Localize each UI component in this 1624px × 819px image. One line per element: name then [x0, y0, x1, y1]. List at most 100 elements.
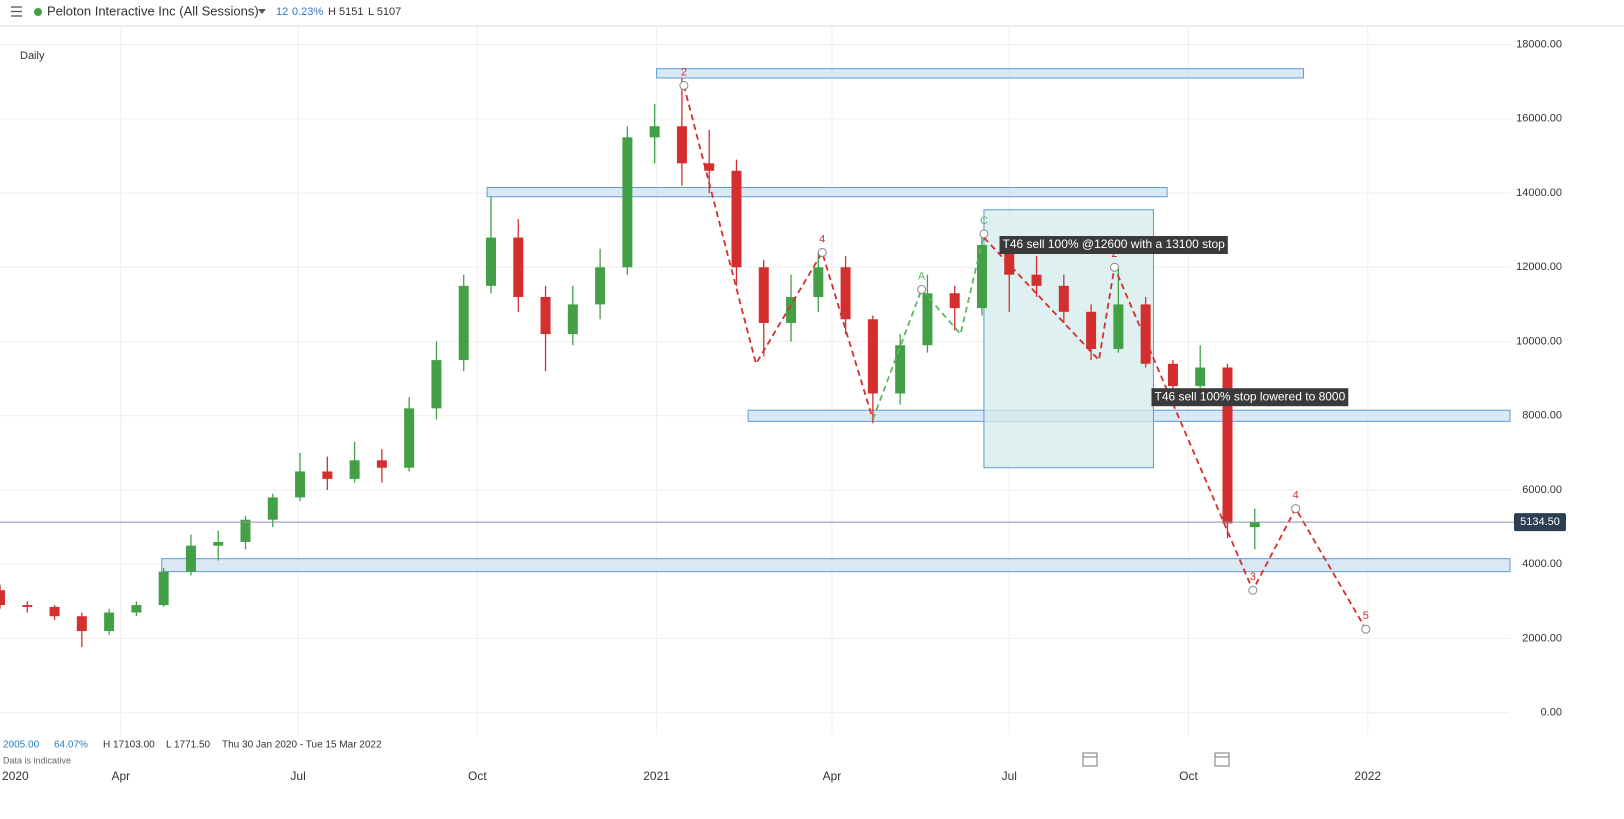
candle-body: [567, 304, 578, 335]
candle-body: [867, 319, 878, 394]
y-tick-label: 4000.00: [1522, 558, 1562, 570]
y-tick-label: 8000.00: [1522, 410, 1562, 422]
y-tick-label: 2000.00: [1522, 632, 1562, 644]
candle-body: [295, 471, 306, 498]
candle-body: [1167, 363, 1178, 387]
header-change-pct: 0.23%: [292, 6, 323, 18]
x-tick-label: Apr: [111, 769, 130, 783]
candle-body: [1222, 367, 1233, 524]
status-dot: [34, 8, 42, 16]
candle-body: [704, 163, 715, 171]
candle-body: [622, 137, 633, 268]
candle-body: [1058, 285, 1069, 312]
note-text: T46 sell 100% stop lowered to 8000: [1154, 389, 1345, 403]
candle-body: [922, 293, 933, 346]
candle-body: [240, 519, 251, 542]
header-high: H 5151: [328, 6, 363, 18]
candle-body: [976, 245, 987, 309]
candle-body: [1249, 522, 1260, 528]
wave-point: [1291, 504, 1301, 514]
wave-label: 5: [1363, 610, 1369, 622]
candle-body: [731, 170, 742, 268]
footer-high: H 17103.00: [103, 740, 155, 751]
wave-line: [683, 85, 874, 420]
y-tick-label: 0.00: [1541, 707, 1562, 719]
wave-point: [1361, 624, 1371, 634]
y-tick-label: 12000.00: [1516, 261, 1562, 273]
instrument-title[interactable]: Peloton Interactive Inc (All Sessions): [47, 3, 259, 18]
wave-label: 4: [819, 233, 825, 245]
candle-body: [1113, 304, 1124, 349]
candle-body: [22, 605, 33, 607]
x-tick-label: 2020: [2, 769, 29, 783]
candle-body: [76, 616, 87, 632]
price-zone: [161, 558, 1511, 573]
menu-icon[interactable]: [11, 6, 22, 17]
x-tick-label: 2021: [643, 769, 670, 783]
candle-body: [485, 237, 496, 286]
candle-body: [158, 571, 169, 606]
candle-body: [676, 126, 687, 164]
dropdown-caret[interactable]: [258, 9, 266, 14]
candle-body: [840, 267, 851, 320]
candle-body: [1004, 245, 1015, 275]
wave-point: [679, 80, 689, 90]
x-tick-label: Jul: [290, 769, 305, 783]
wave-point: [1109, 262, 1119, 272]
x-tick-label: Apr: [823, 769, 842, 783]
candle-body: [1031, 274, 1042, 286]
candle-body: [1140, 304, 1151, 364]
note-box: [1151, 388, 1349, 407]
footer-range: Thu 30 Jan 2020 - Tue 15 Mar 2022: [222, 740, 382, 751]
x-tick-label: Oct: [468, 769, 487, 783]
calendar-icon[interactable]: [1214, 752, 1230, 767]
candle-body: [131, 605, 142, 613]
candle-body: [540, 296, 551, 335]
wave-label: 2: [1111, 248, 1117, 260]
wave-label: 2: [681, 66, 687, 78]
candle-body: [185, 545, 196, 572]
candle-body: [649, 126, 660, 138]
y-tick-label: 16000.00: [1516, 113, 1562, 125]
candle-body: [213, 541, 224, 546]
wave-point: [979, 229, 989, 239]
footer-low: L 1771.50: [166, 740, 211, 751]
candle-body: [349, 460, 360, 479]
footer-change-pct: 64.07%: [54, 740, 88, 751]
candle-body: [813, 267, 824, 297]
calendar-icon[interactable]: [1082, 752, 1098, 767]
y-tick-label: 6000.00: [1522, 484, 1562, 496]
footer-change: 2005.00: [3, 740, 40, 751]
candle-body: [895, 345, 906, 394]
x-tick-label: Jul: [1002, 769, 1017, 783]
last-price-badge: [1514, 513, 1566, 532]
price-zone: [656, 68, 1304, 79]
candle-body: [595, 267, 606, 305]
note-box: [999, 236, 1228, 255]
candle-body: [404, 408, 415, 468]
candle-body: [0, 590, 5, 606]
candle-body: [1195, 367, 1206, 387]
interval-label: Daily: [20, 50, 45, 62]
y-tick-label: 14000.00: [1516, 187, 1562, 199]
candle-body: [431, 360, 442, 409]
wave-point: [917, 285, 927, 295]
header-change: 12: [276, 6, 288, 18]
wave-label: C: [980, 215, 988, 227]
disclaimer: Data is indicative: [3, 755, 71, 765]
last-price-label: 5134.50: [1520, 516, 1560, 528]
candle-body: [513, 237, 524, 297]
candle-body: [786, 296, 797, 323]
candle-body: [49, 606, 60, 617]
candle-body: [458, 285, 469, 361]
candle-body: [104, 612, 115, 632]
header-low: L 5107: [368, 6, 401, 18]
price-zone: [486, 186, 1168, 198]
y-tick-label: 10000.00: [1516, 335, 1562, 347]
candle-body: [267, 497, 278, 520]
wave-label: 3: [1250, 571, 1256, 583]
wave-point: [817, 247, 827, 257]
candle-body: [1086, 311, 1097, 349]
